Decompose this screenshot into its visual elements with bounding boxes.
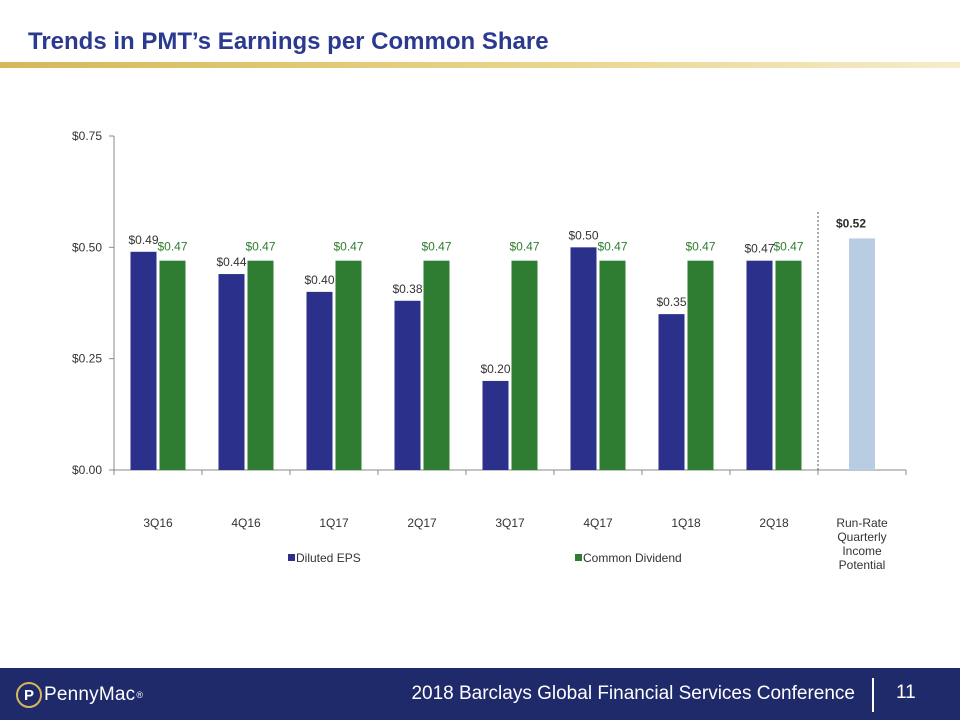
bar-common-dividend	[511, 260, 538, 470]
bar-diluted-eps	[130, 251, 157, 470]
data-label-diluted-eps: $0.49	[128, 233, 158, 247]
bar-diluted-eps	[482, 380, 509, 470]
y-tick-label: $0.00	[72, 463, 102, 477]
data-label-diluted-eps: $0.40	[304, 273, 334, 287]
x-tick-label: 1Q17	[319, 516, 349, 530]
data-label-common-dividend: $0.47	[333, 240, 363, 254]
bar-diluted-eps	[570, 247, 597, 470]
legend-label-common-dividend: Common Dividend	[583, 551, 682, 565]
data-label-common-dividend: $0.47	[773, 240, 803, 254]
x-tick-label-run-rate: Run-Rate	[836, 516, 888, 530]
data-label-diluted-eps: $0.44	[216, 255, 246, 269]
data-label-diluted-eps: $0.38	[392, 282, 422, 296]
bar-diluted-eps	[306, 291, 333, 470]
page-title: Trends in PMT’s Earnings per Common Shar…	[28, 28, 549, 55]
pennymac-logo: P PennyMac ®	[16, 681, 143, 709]
x-tick-label: 1Q18	[671, 516, 701, 530]
registered-mark: ®	[136, 690, 144, 700]
x-tick-label: 3Q17	[495, 516, 525, 530]
bar-diluted-eps	[658, 314, 685, 470]
y-tick-label: $0.75	[72, 129, 102, 143]
data-label-common-dividend: $0.47	[509, 240, 539, 254]
chart-legend: Diluted EPS Common Dividend	[288, 551, 682, 565]
chart-x-tick-labels: 3Q16 4Q16 1Q17 2Q17 3Q17 4Q17 1Q18 2Q18 Run-Rate…	[143, 516, 888, 572]
bar-diluted-eps	[218, 274, 245, 470]
legend-swatch-common-dividend	[575, 554, 582, 561]
data-label-diluted-eps: $0.35	[656, 295, 686, 309]
bar-run-rate	[849, 238, 875, 470]
bar-common-dividend	[335, 260, 362, 470]
bar-common-dividend	[687, 260, 714, 470]
bar-common-dividend	[423, 260, 450, 470]
data-label-diluted-eps: $0.47	[744, 242, 774, 256]
conference-name: 2018 Barclays Global Financial Services …	[411, 683, 855, 704]
data-label-common-dividend: $0.47	[597, 240, 627, 254]
bar-common-dividend	[247, 260, 274, 470]
x-tick-label: 3Q16	[143, 516, 173, 530]
y-tick-label: $0.50	[72, 240, 102, 254]
data-label-common-dividend: $0.47	[685, 240, 715, 254]
x-tick-label: 4Q16	[231, 516, 261, 530]
x-tick-label-run-rate: Potential	[839, 558, 886, 572]
data-label-diluted-eps: $0.20	[480, 362, 510, 376]
page-number: 11	[896, 682, 916, 703]
footer-bar: P PennyMac ® 2018 Barclays Global Financ…	[0, 668, 960, 720]
bar-diluted-eps	[394, 300, 421, 470]
x-tick-label: 2Q17	[407, 516, 437, 530]
x-tick-label-run-rate: Income	[842, 544, 882, 558]
legend-swatch-diluted-eps	[288, 554, 295, 561]
bar-diluted-eps	[746, 260, 773, 470]
y-tick-label: $0.25	[72, 352, 102, 366]
eps-bar-chart: $0.00$0.25$0.50$0.75 $0.49$0.47$0.44$0.4…	[72, 129, 907, 572]
data-label-common-dividend: $0.47	[245, 240, 275, 254]
chart-data-labels: $0.49$0.47$0.44$0.47$0.40$0.47$0.38$0.47…	[128, 216, 866, 376]
data-label-common-dividend: $0.47	[157, 240, 187, 254]
data-label-run-rate: $0.52	[836, 216, 866, 230]
bar-common-dividend	[159, 260, 186, 470]
x-tick-label: 4Q17	[583, 516, 613, 530]
x-tick-label: 2Q18	[759, 516, 789, 530]
footer-divider	[872, 678, 874, 712]
bar-common-dividend	[775, 260, 802, 470]
title-underline	[0, 62, 960, 68]
legend-label-diluted-eps: Diluted EPS	[296, 551, 361, 565]
chart-axes: $0.00 $0.25 $0.50 $0.75	[72, 129, 907, 477]
bar-common-dividend	[599, 260, 626, 470]
chart-bars	[130, 238, 875, 470]
data-label-diluted-eps: $0.50	[568, 228, 598, 242]
x-tick-label-run-rate: Quarterly	[837, 530, 886, 544]
pennymac-logo-mark-icon: P	[16, 682, 42, 708]
data-label-common-dividend: $0.47	[421, 240, 451, 254]
pennymac-logo-text: PennyMac	[44, 684, 136, 705]
